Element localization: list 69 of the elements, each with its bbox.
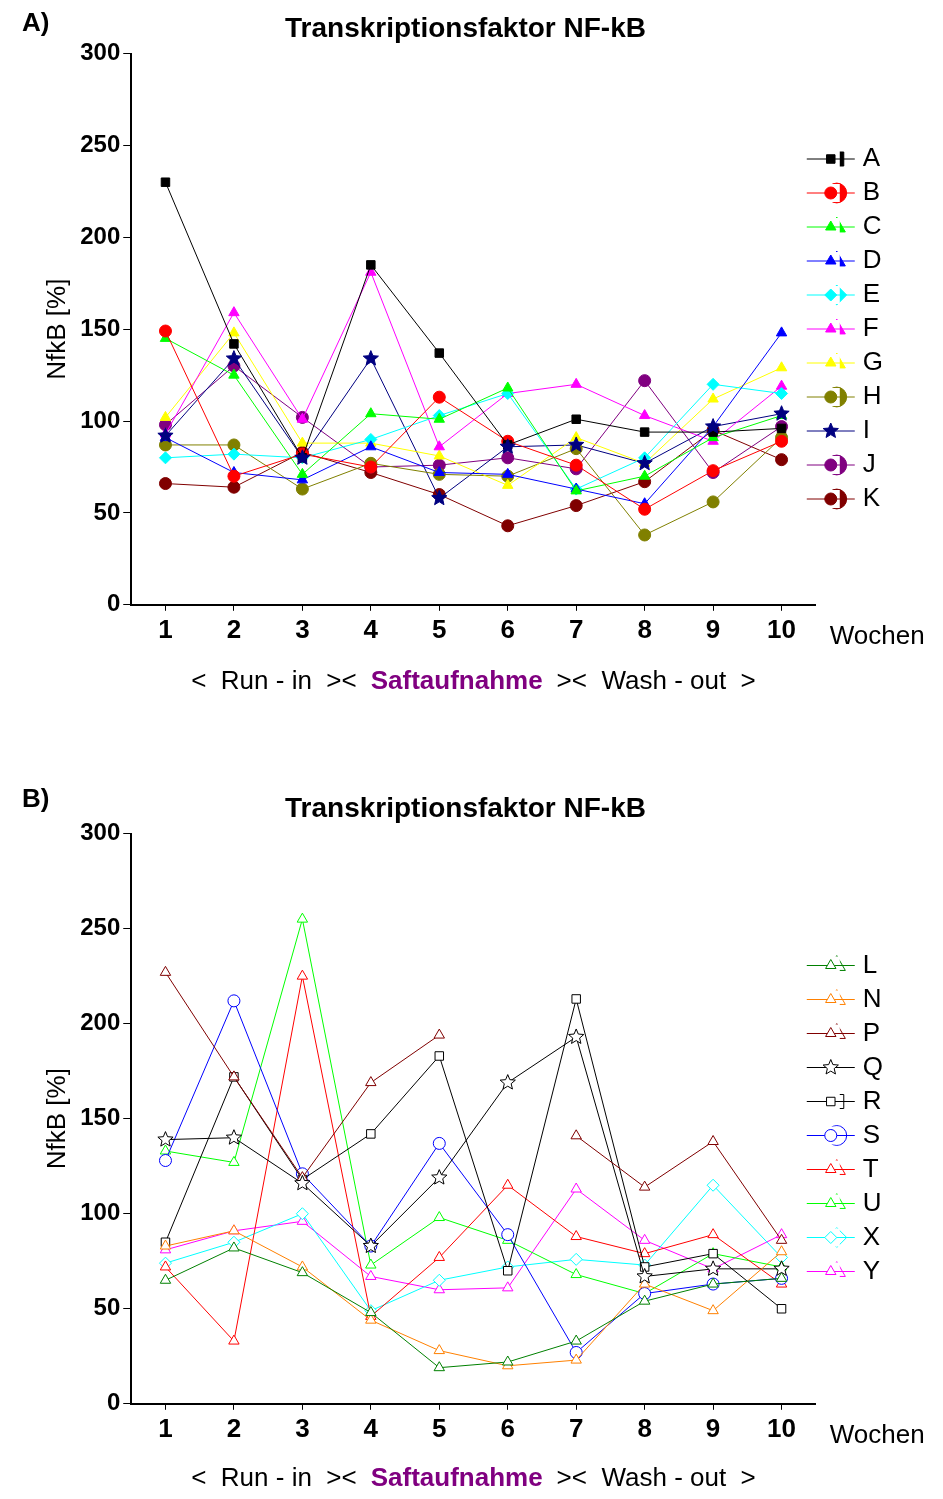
legend-label: C [862,210,882,241]
y-axis-title: NfkB [%] [40,1068,71,1170]
x-tick-label: 5 [432,1412,447,1443]
x-tick-label: 6 [500,613,515,644]
y-tick-label: 100 [80,405,121,433]
x-axis-title: Wochen [829,1418,925,1449]
x-tick-label: 8 [637,1412,652,1443]
x-tick-label: 7 [568,613,584,644]
y-tick-label: 150 [80,1103,121,1131]
x-tick-label: 2 [226,613,242,644]
legend-label: H [862,380,882,411]
chart-title: Transkriptionsfaktor NF-kB [285,791,646,823]
text: Saftaufnahme [370,664,543,695]
y-tick-label: 250 [80,130,121,158]
legend-label: Q [862,1050,884,1081]
legend-label: U [862,1186,882,1217]
chart-title: Transkriptionsfaktor NF-kB [285,11,646,43]
y-tick-label: 150 [80,313,121,341]
x-tick-label: 8 [637,613,652,644]
text: Saftaufnahme [370,1461,543,1492]
y-axis-title: NfkB [%] [40,278,71,380]
x-tick-label: 10 [767,613,797,644]
y-tick-label: 300 [80,818,121,846]
legend-label: D [862,244,882,275]
x-tick-label: 4 [363,1412,379,1443]
legend-label: K [862,482,881,513]
y-tick-label: 200 [80,221,121,249]
text: B) [22,783,50,814]
x-axis-title: Wochen [829,619,925,650]
x-tick-label: 7 [568,1412,584,1443]
legend-label: F [862,312,879,343]
y-tick-label: 100 [80,1198,121,1226]
legend-label: R [862,1084,882,1115]
x-tick-label: 2 [226,1412,242,1443]
x-tick-label: 5 [432,613,447,644]
x-tick-label: 1 [158,1412,173,1443]
legend-label: B [862,176,881,207]
legend-label: I [862,414,871,445]
legend-label: A [862,142,881,173]
y-tick-label: 50 [93,1293,121,1321]
legend-label: S [862,1118,881,1149]
x-tick-label: 4 [363,613,379,644]
legend-label: G [862,346,884,377]
text: >< Wash - out > [556,664,756,695]
x-tick-label: 1 [158,613,173,644]
legend-label: N [862,982,882,1013]
x-tick-label: 9 [705,613,721,644]
x-tick-label: 3 [295,1412,310,1443]
y-tick-label: 0 [106,589,121,617]
y-tick-label: 50 [93,497,121,525]
text: < Run - in >< [191,1461,357,1492]
legend-label: X [862,1220,881,1251]
y-tick-label: 200 [80,1008,121,1036]
y-tick-label: 300 [80,38,121,66]
x-tick-label: 3 [295,613,310,644]
legend-label: P [862,1016,881,1047]
legend-label: T [862,1152,879,1183]
legend-label: L [862,948,878,979]
y-tick-label: 250 [80,913,121,941]
text: A) [22,7,50,38]
x-tick-label: 9 [705,1412,721,1443]
legend-label: Y [862,1254,881,1285]
y-tick-label: 0 [106,1388,121,1416]
legend-label: J [862,448,876,479]
x-tick-label: 6 [500,1412,515,1443]
text: < Run - in >< [191,664,357,695]
x-tick-label: 10 [767,1412,797,1443]
text: >< Wash - out > [556,1461,756,1492]
legend-label: E [862,278,881,309]
